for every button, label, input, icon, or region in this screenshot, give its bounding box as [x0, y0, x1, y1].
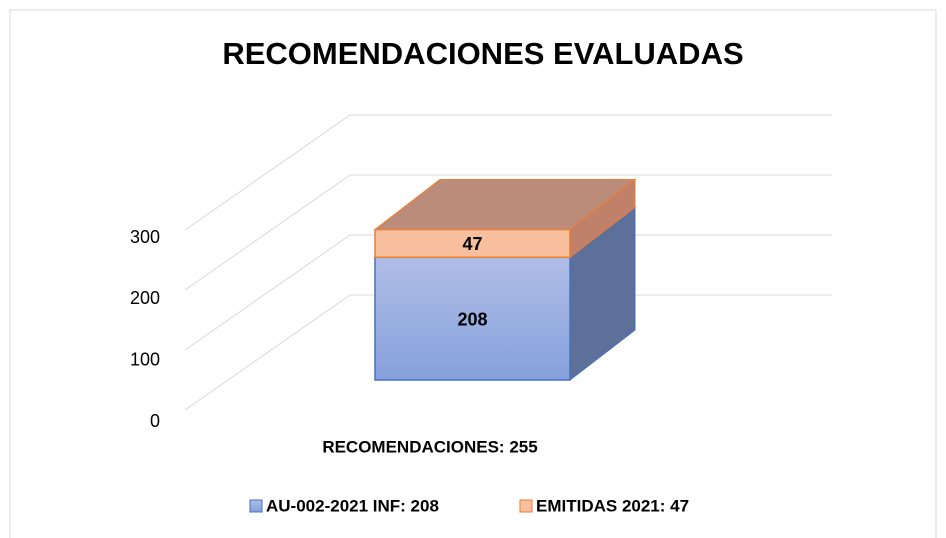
frame	[9, 9, 937, 538]
y-tick-label: 0	[150, 411, 160, 431]
grid-line	[184, 234, 832, 351]
chart-title: RECOMENDACIONES EVALUADAS	[222, 36, 743, 71]
bar-front	[374, 256, 571, 381]
legend-label: EMITIDAS 2021: 47	[536, 496, 689, 515]
legend-swatch	[249, 499, 263, 513]
grid-line	[184, 114, 832, 231]
bar-top	[373, 179, 637, 231]
grid-line	[184, 294, 832, 411]
y-tick-label: 100	[130, 349, 160, 369]
legend-label: AU-002-2021 INF: 208	[266, 496, 439, 515]
x-tick-label: RECOMENDACIONES: 255	[322, 437, 537, 456]
y-tick-label: 200	[130, 288, 160, 308]
grid-line	[184, 174, 832, 291]
data-label: 47	[462, 234, 482, 254]
legend-swatch	[519, 499, 533, 513]
data-label: 208	[457, 309, 487, 329]
y-tick-label: 300	[130, 227, 160, 247]
